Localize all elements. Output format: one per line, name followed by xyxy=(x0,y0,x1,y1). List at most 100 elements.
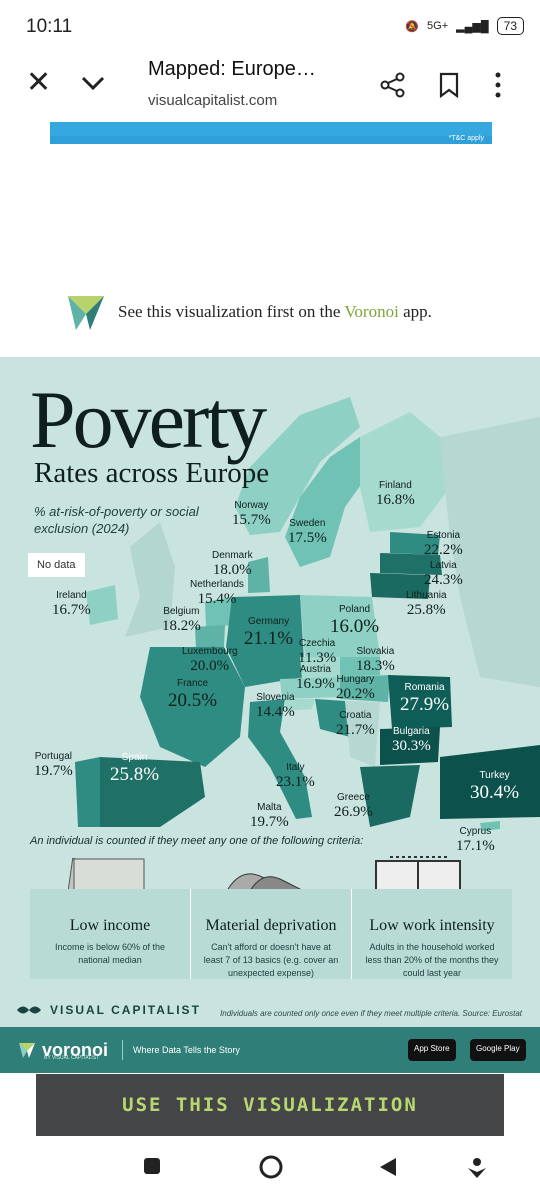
country-name: Estonia xyxy=(426,530,461,541)
finland-shape xyxy=(360,412,450,532)
country-name: Malta xyxy=(257,802,282,813)
footer-divider xyxy=(122,1040,123,1060)
czechia-shape xyxy=(300,657,340,679)
label-norway: Norway 15.7% xyxy=(232,501,271,528)
recents-icon[interactable] xyxy=(142,1156,162,1176)
signal-icon: ▂▄▆█ xyxy=(456,20,489,33)
assistant-icon[interactable] xyxy=(466,1156,488,1180)
country-value: 17.1% xyxy=(456,838,495,854)
ad-banner[interactable]: *T&C apply xyxy=(50,122,492,144)
country-name: Netherlands xyxy=(190,579,244,590)
share-icon[interactable] xyxy=(380,72,406,98)
label-luxembourg: Luxembourg 20.0% xyxy=(182,647,238,674)
criteria-heading: An individual is counted if they meet an… xyxy=(30,835,364,847)
system-nav-bar xyxy=(0,1136,540,1200)
country-name: Hungary xyxy=(336,674,375,685)
label-romania: Romania 27.9% xyxy=(400,682,449,715)
footer-tagline: Where Data Tells the Story xyxy=(133,1045,240,1055)
spain-shape xyxy=(100,757,205,827)
country-value: 18.0% xyxy=(212,562,252,578)
app-store-badge[interactable]: App Store xyxy=(408,1039,456,1061)
country-value: 16.8% xyxy=(376,492,415,508)
home-icon[interactable] xyxy=(258,1154,284,1180)
promo-suffix: app. xyxy=(398,302,432,321)
label-france: France 20.5% xyxy=(168,678,218,711)
criterion-card: Material deprivation Can't afford or does… xyxy=(191,889,352,979)
country-value: 18.3% xyxy=(356,658,395,674)
google-play-badge[interactable]: Google Play xyxy=(470,1039,526,1061)
poland-shape xyxy=(300,595,380,657)
criterion-card: Low work intensity Adults in the househol… xyxy=(352,889,512,979)
close-icon[interactable]: ✕ xyxy=(26,66,52,99)
more-options-icon[interactable] xyxy=(494,70,502,100)
label-lithuania: Lithuania 25.8% xyxy=(406,591,447,618)
label-croatia: Croatia 21.7% xyxy=(336,711,375,738)
country-value: 20.2% xyxy=(336,686,375,702)
label-spain: Spain 25.8% xyxy=(110,753,159,785)
bookmark-icon[interactable] xyxy=(438,72,460,98)
promo-brand-link[interactable]: Voronoi xyxy=(344,302,399,321)
country-name: Bulgaria xyxy=(393,726,430,737)
label-belgium: Belgium 18.2% xyxy=(162,607,201,634)
use-visualization-button[interactable]: USE THIS VISUALIZATION xyxy=(36,1074,504,1136)
voronoi-footer-logo-icon xyxy=(19,1043,35,1058)
country-value: 15.4% xyxy=(197,591,237,607)
country-value: 11.3% xyxy=(298,650,337,666)
country-value: 16.9% xyxy=(296,676,335,692)
label-hungary: Hungary 20.2% xyxy=(336,675,375,702)
denmark-shape xyxy=(248,557,270,593)
country-name: Slovakia xyxy=(356,646,395,657)
country-name: Croatia xyxy=(339,710,372,721)
country-name: Sweden xyxy=(289,518,326,529)
mute-icon: 🔕 xyxy=(405,20,420,33)
voronoi-footer-bar: voronoi BY VISUAL CAPITALIST Where Data … xyxy=(0,1027,540,1073)
country-value: 20.5% xyxy=(168,690,218,711)
italy-shape xyxy=(248,699,312,819)
lithuania-shape xyxy=(370,573,430,599)
battery-icon: 73 xyxy=(496,17,524,35)
country-name: Finland xyxy=(378,480,412,491)
croatia-shape xyxy=(315,699,350,737)
footer-brand: voronoi xyxy=(42,1039,108,1060)
country-name: Poland xyxy=(338,604,371,615)
country-value: 26.9% xyxy=(334,804,373,820)
source-footnote: Individuals are counted only once even i… xyxy=(220,1009,522,1018)
label-slovenia: Slovenia 14.4% xyxy=(256,693,295,720)
back-icon[interactable] xyxy=(378,1156,398,1178)
label-estonia: Estonia 22.2% xyxy=(424,531,463,558)
country-name: Denmark xyxy=(212,550,253,561)
country-value: 19.7% xyxy=(34,763,73,779)
voronoi-promo-text: See this visualization first on the Voro… xyxy=(118,302,432,322)
hungary-shape xyxy=(340,675,390,702)
country-value: 15.7% xyxy=(232,512,271,528)
country-name: Italy xyxy=(286,762,305,773)
voronoi-promo[interactable]: See this visualization first on the Voro… xyxy=(66,292,432,332)
country-name: France xyxy=(176,678,209,689)
germany-shape xyxy=(226,595,305,687)
country-name: Cyprus xyxy=(459,826,492,837)
sweden-shape xyxy=(285,437,370,567)
footer-by: BY VISUAL CAPITALIST xyxy=(44,1055,100,1061)
chevron-down-icon[interactable] xyxy=(78,68,108,98)
label-latvia: Latvia 24.3% xyxy=(424,561,463,588)
criteria-cards: Low income Income is below 60% of the nat… xyxy=(30,889,512,979)
criterion-title: Low income xyxy=(69,917,151,934)
belgium-shape xyxy=(195,625,225,649)
country-value: 20.0% xyxy=(190,658,230,674)
page-title: Mapped: Europe… xyxy=(148,58,316,80)
infographic-subtitle: Rates across Europe xyxy=(34,457,270,489)
country-name: Belgium xyxy=(163,606,200,617)
status-icons: 🔕 5G+ ▂▄▆█ 73 xyxy=(405,17,524,35)
status-bar: 10:11 🔕 5G+ ▂▄▆█ 73 xyxy=(0,0,540,52)
country-value: 18.2% xyxy=(162,618,201,634)
label-netherlands: Netherlands 15.4% xyxy=(190,580,244,607)
country-name: Czechia xyxy=(299,638,336,649)
country-value: 16.7% xyxy=(52,602,91,618)
romania-shape xyxy=(388,675,452,729)
label-austria: Austria 16.9% xyxy=(296,665,335,692)
portugal-shape xyxy=(75,757,100,827)
country-name: Greece xyxy=(336,792,370,803)
country-name: Romania xyxy=(404,682,445,693)
visual-capitalist-logo-icon xyxy=(17,1006,41,1014)
label-germany: Germany 21.1% xyxy=(244,617,293,649)
